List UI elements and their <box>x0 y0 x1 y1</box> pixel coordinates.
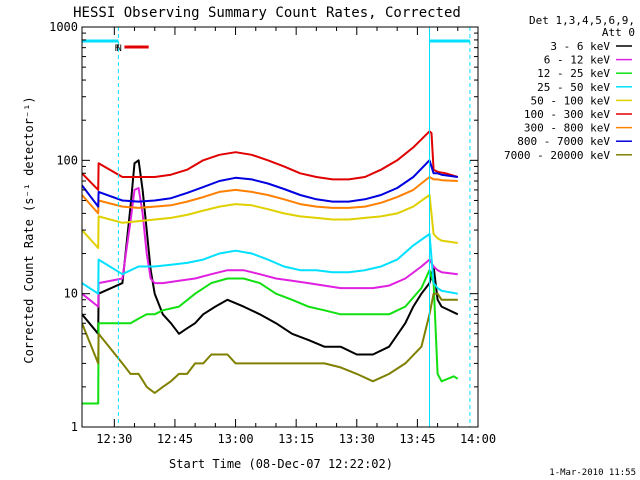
legend-header: Det 1,3,4,5,6,9, <box>529 14 635 27</box>
legend-label-0: 3 - 6 keV <box>550 40 610 53</box>
y-axis-label: Corrected Count Rate (s⁻¹ detector⁻¹) <box>22 96 36 363</box>
series-line-2 <box>82 269 459 405</box>
flag-label-f: F <box>114 44 119 54</box>
series-line-7 <box>82 159 458 208</box>
x-tick-label: 13:00 <box>217 432 253 446</box>
x-tick-label: 12:45 <box>157 432 193 446</box>
series-line-1 <box>82 187 458 308</box>
legend-label-8: 7000 - 20000 keV <box>504 149 610 162</box>
series-line-3 <box>82 233 458 295</box>
legend-label-6: 300 - 800 keV <box>524 122 610 135</box>
legend-header: Att 0 <box>602 26 635 39</box>
series-line-4 <box>82 194 458 249</box>
legend-label-5: 100 - 300 keV <box>524 108 610 121</box>
x-tick-label: 14:00 <box>460 432 496 446</box>
y-tick-label: 1000 <box>49 20 78 34</box>
x-tick-label: 13:30 <box>339 432 375 446</box>
legend-label-3: 25 - 50 keV <box>537 81 610 94</box>
legend-label-2: 12 - 25 keV <box>537 67 610 80</box>
plot-frame <box>81 26 479 428</box>
y-tick-label: 100 <box>56 153 78 167</box>
series-line-0 <box>82 159 459 356</box>
legend-label-7: 800 - 7000 keV <box>517 135 610 148</box>
series-layer <box>82 130 459 405</box>
legend-label-1: 6 - 12 keV <box>544 54 611 67</box>
y-tick-label: 10 <box>64 287 78 301</box>
series-line-8 <box>82 292 458 394</box>
x-tick-label: 13:15 <box>278 432 314 446</box>
y-tick-label: 1 <box>71 420 78 434</box>
x-tick-label: 13:45 <box>399 432 435 446</box>
legend-label-4: 50 - 100 keV <box>531 94 611 107</box>
x-tick-label: 12:30 <box>96 432 132 446</box>
series-line-6 <box>82 176 458 215</box>
series-line-5 <box>82 130 459 191</box>
chart-title: HESSI Observing Summary Count Rates, Cor… <box>73 5 461 21</box>
date-stamp: 1-Mar-2010 11:55 <box>549 468 636 478</box>
flag-label-n: N <box>116 44 121 54</box>
axes: 1 10 100 1000 12:30 12:45 13:00 13:15 13:30 13:45… <box>49 20 496 446</box>
annotation-layer: FN <box>81 27 471 427</box>
x-axis-label: Start Time (08-Dec-07 12:22:02) <box>169 457 393 471</box>
